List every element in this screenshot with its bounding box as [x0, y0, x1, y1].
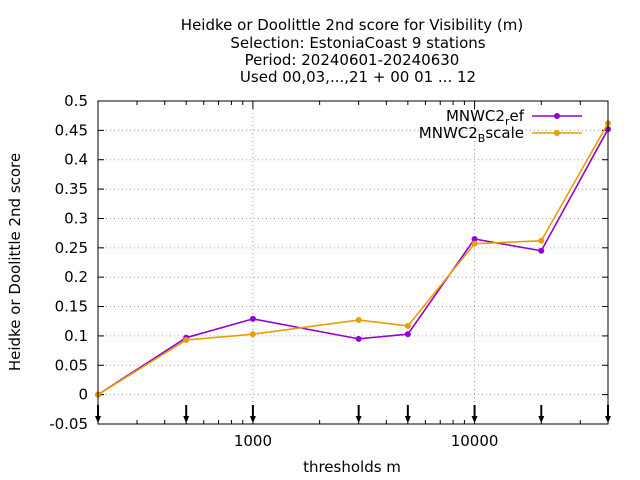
plot-border	[97, 100, 609, 425]
data-point	[404, 322, 411, 329]
threshold-marker-arrow	[471, 416, 478, 423]
x-axis-ticks: 1000 10000	[97, 101, 609, 450]
legend-swatch-point	[554, 130, 560, 136]
threshold-marker-arrow	[183, 416, 190, 423]
series-1	[95, 120, 611, 398]
grid	[98, 100, 608, 425]
x-axis-label: thresholds m	[303, 458, 401, 476]
data-point	[538, 237, 545, 244]
data-point	[471, 236, 478, 243]
data-point	[183, 337, 190, 344]
y-tick-label: 0.45	[55, 121, 88, 139]
chart-title: Heidke or Doolittle 2nd score for Visibi…	[181, 16, 523, 86]
y-tick-label: 0.3	[64, 209, 88, 227]
data-point	[355, 317, 362, 324]
legend-swatch-point	[554, 113, 560, 119]
data-point	[471, 240, 478, 247]
y-tick-label: 0.1	[64, 327, 88, 345]
y-tick-label: 0.4	[64, 151, 88, 169]
title-line-2: Selection: EstoniaCoast 9 stations	[230, 34, 485, 52]
y-axis-label: Heidke or Doolittle 2nd score	[6, 153, 24, 371]
x-tick-label: 1000	[234, 432, 272, 450]
data-point	[249, 315, 256, 322]
series-0	[95, 126, 611, 398]
y-tick-label: 0.15	[55, 298, 88, 316]
series-line	[97, 122, 609, 396]
y-tick-label: -0.05	[49, 415, 88, 433]
title-line-1: Heidke or Doolittle 2nd score for Visibi…	[181, 16, 523, 34]
y-tick-label: 0.25	[55, 239, 88, 257]
threshold-markers	[95, 405, 611, 423]
threshold-marker-arrow	[355, 416, 362, 423]
series-layer	[95, 120, 611, 398]
legend-label: MNWC2Bscale	[419, 124, 524, 145]
title-line-3: Period: 20240601-20240630	[245, 51, 460, 69]
series-line	[97, 128, 609, 396]
data-point	[538, 247, 545, 254]
data-point	[249, 331, 256, 338]
y-tick-label: 0	[78, 386, 88, 404]
x-tick-label: 10000	[451, 432, 499, 450]
data-point	[355, 335, 362, 342]
legend-label: MNWC2ref	[446, 107, 525, 128]
y-tick-label: 0.2	[64, 268, 88, 286]
data-point	[404, 331, 411, 338]
threshold-marker-arrow	[404, 416, 411, 423]
y-tick-label: 0.5	[64, 92, 88, 110]
threshold-marker-arrow	[249, 416, 256, 423]
y-tick-label: 0.05	[55, 356, 88, 374]
y-axis-ticks: -0.05 0 0.05 0.1 0.15 0.2 0.25 0.3 0.35 0.4 0.45 0.…	[49, 92, 608, 433]
threshold-marker-arrow	[538, 416, 545, 423]
y-tick-label: 0.35	[55, 180, 88, 198]
title-line-4: Used 00,03,...,21 + 00 01 ... 12	[240, 68, 476, 86]
